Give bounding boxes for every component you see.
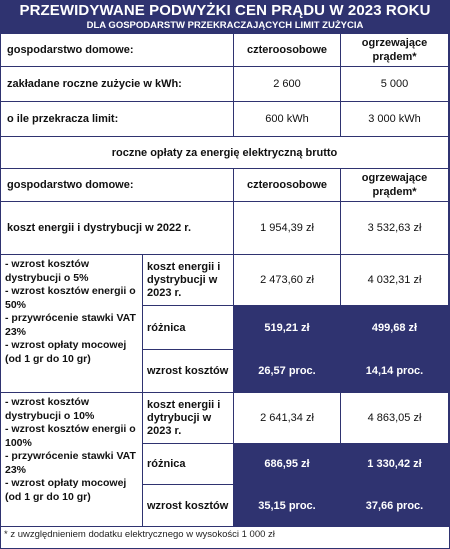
scenario2-diff-a: 686,95 zł [234,444,341,485]
scenario2-diff-label: różnica [143,444,234,485]
scenario1-increase-a: 26,57 proc. [234,350,341,393]
scenario2-increase-a: 35,15 proc. [234,485,341,527]
scenario1-increase-b: 14,14 proc. [341,350,449,393]
scenario1-diff-b: 499,68 zł [341,306,449,350]
t2-header-label: gospodarstwo domowe: [1,169,234,202]
section-title: roczne opłaty za energię elektryczną bru… [1,137,449,169]
t2-base-a: 1 954,39 zł [234,202,341,255]
t1-header-col-b: ogrzewające prądem* [341,34,449,67]
t1-row-usage-a: 2 600 [234,67,341,102]
t2-base-label: koszt energii i dystrybucji w 2022 r. [1,202,234,255]
t1-header-label: gospodarstwo domowe: [1,34,234,67]
scenario1-cost-a: 2 473,60 zł [234,255,341,306]
page-title: PRZEWIDYWANE PODWYŻKI CEN PRĄDU W 2023 R… [19,2,431,19]
header-banner: PRZEWIDYWANE PODWYŻKI CEN PRĄDU W 2023 R… [1,1,449,34]
t1-row-usage-b: 5 000 [341,67,449,102]
t1-row-excess-b: 3 000 kWh [341,102,449,137]
t1-row-usage-label: zakładane roczne zużycie w kWh: [1,67,234,102]
scenario1-diff-a: 519,21 zł [234,306,341,350]
t2-header-col-b: ogrzewające prądem* [341,169,449,202]
scenario1-cost-label: koszt energii i dystrybucji w 2023 r. [143,255,234,306]
footnote: * z uwzględnieniem dodatku elektrycznego… [4,529,275,540]
scenario2-cost-label: koszt energii i dytrybucji w 2023 r. [143,393,234,444]
t2-base-b: 3 532,63 zł [341,202,449,255]
scenario1-diff-label: różnica [143,306,234,350]
scenario2-description: - wzrost kosztów dystrybucji o 10% - wzr… [1,393,143,527]
scenario1-description: - wzrost kosztów dystrybucji o 5% - wzro… [1,255,143,393]
t1-header-col-a: czteroosobowe [234,34,341,67]
scenario2-cost-b: 4 863,05 zł [341,393,449,444]
scenario1-cost-b: 4 032,31 zł [341,255,449,306]
scenario1-increase-label: wzrost kosztów [143,350,234,393]
scenario2-diff-b: 1 330,42 zł [341,444,449,485]
scenario2-increase-b: 37,66 proc. [341,485,449,527]
scenario2-increase-label: wzrost kosztów [143,485,234,527]
t1-row-excess-a: 600 kWh [234,102,341,137]
scenario2-cost-a: 2 641,34 zł [234,393,341,444]
t1-row-excess-label: o ile przekracza limit: [1,102,234,137]
page-subtitle: DLA GOSPODARSTW PRZEKRACZAJĄCYCH LIMIT Z… [86,20,364,31]
t2-header-col-a: czteroosobowe [234,169,341,202]
